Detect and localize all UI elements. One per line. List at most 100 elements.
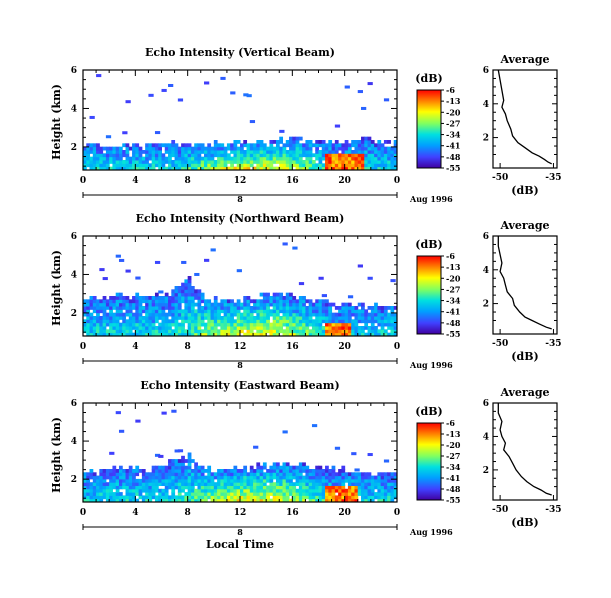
heatmap-cell — [154, 465, 159, 470]
heatmap-cell — [194, 329, 198, 334]
heatmap-cell — [347, 316, 352, 320]
heatmap-cell — [357, 264, 363, 268]
heatmap-cell — [122, 296, 127, 300]
heatmap-cell — [148, 322, 153, 327]
heatmap-cell — [341, 492, 346, 496]
heatmap-cell — [256, 309, 261, 314]
heatmap-cell — [282, 488, 287, 493]
heatmap-cell — [269, 153, 274, 158]
heatmap-cell — [213, 299, 218, 304]
heatmap-cell — [364, 309, 369, 314]
heatmap-cell — [311, 495, 316, 500]
heatmap-cell — [223, 485, 228, 490]
heatmap-cell — [292, 246, 298, 250]
heatmap-cell — [344, 478, 349, 483]
heatmap-cell — [128, 475, 133, 480]
heatmap-cell — [132, 299, 136, 304]
heatmap-cell — [357, 488, 362, 493]
heatmap-cell — [204, 156, 208, 161]
heatmap-cell — [334, 332, 339, 337]
heatmap-cell — [115, 326, 120, 330]
heatmap-cell — [86, 312, 91, 317]
heatmap-cell — [383, 309, 388, 314]
heatmap-cell — [331, 469, 336, 473]
heatmap-cell — [83, 160, 87, 164]
heatmap-cell — [380, 160, 385, 164]
heatmap-cell — [207, 332, 212, 337]
heatmap-cell — [161, 309, 166, 314]
heatmap-cell — [246, 485, 251, 490]
heatmap-cell — [135, 498, 140, 503]
heatmap-cell — [197, 482, 202, 486]
heatmap-cell — [230, 326, 234, 330]
heatmap-cell — [213, 140, 218, 144]
colorbar-tick-label: -27 — [446, 118, 460, 128]
heatmap-cell — [380, 329, 385, 334]
heatmap-cell — [295, 465, 300, 470]
heatmap-cell — [289, 485, 293, 490]
heatmap-cell — [308, 156, 313, 161]
colorbar-tick-label: -48 — [446, 484, 461, 494]
x-tick-label: 12 — [234, 176, 247, 186]
heatmap-cell — [240, 472, 244, 477]
heatmap-cell — [145, 143, 149, 148]
heatmap-cell — [141, 299, 146, 304]
heatmap-cell — [177, 316, 182, 320]
heatmap-cell — [341, 153, 346, 158]
heatmap-cell — [132, 326, 136, 330]
heatmap-cell — [230, 163, 234, 168]
heatmap-cell — [171, 488, 176, 493]
heatmap-cell — [325, 143, 329, 148]
heatmap-cell — [282, 316, 287, 320]
heatmap-cell — [109, 306, 113, 310]
heatmap-cell — [135, 143, 140, 148]
heatmap-cell — [220, 76, 226, 80]
heatmap-cell — [233, 156, 238, 161]
heatmap-cell — [145, 312, 149, 317]
heatmap-cell — [148, 299, 153, 304]
heatmap-cell — [112, 492, 117, 496]
heatmap-cell — [272, 482, 277, 486]
heatmap-cell — [275, 153, 280, 158]
heatmap-cell — [174, 302, 179, 307]
heatmap-cell — [328, 482, 333, 486]
heatmap-cell — [361, 150, 365, 154]
heatmap-cell — [321, 146, 326, 151]
heatmap-cell — [210, 332, 215, 337]
heatmap-cell — [390, 475, 395, 480]
heatmap-cell — [347, 306, 352, 310]
heatmap-cell — [223, 166, 228, 171]
heatmap-cell — [289, 299, 293, 304]
heatmap-cell — [138, 156, 143, 161]
heatmap-cell — [125, 319, 130, 324]
heatmap-cell — [135, 332, 140, 337]
heatmap-cell — [112, 302, 117, 307]
heatmap-cell — [331, 495, 336, 500]
heatmap-cell — [184, 156, 189, 161]
heatmap-cell — [96, 153, 100, 158]
heatmap-cell — [164, 322, 169, 327]
heatmap-cell — [154, 302, 159, 307]
heatmap-cell — [187, 309, 192, 314]
heatmap-cell — [122, 485, 127, 490]
heatmap-cell — [177, 163, 182, 168]
heatmap-cell — [230, 309, 234, 314]
heatmap-cell — [236, 492, 241, 496]
heatmap-cell — [256, 329, 261, 334]
heatmap-cell — [158, 326, 162, 330]
heatmap-cell — [298, 302, 303, 307]
heatmap-cell — [354, 319, 359, 324]
heatmap-cell — [272, 166, 277, 171]
heatmap-cell — [351, 160, 355, 164]
heatmap-cell — [128, 319, 133, 324]
y-tick-label: 4 — [71, 104, 77, 114]
heatmap-cell — [138, 316, 143, 320]
heatmap-cell — [145, 160, 149, 164]
heatmap-cell — [109, 296, 113, 300]
heatmap-cell — [351, 498, 355, 503]
heatmap-cell — [194, 146, 198, 151]
colorbar-tick-label: -20 — [446, 273, 461, 283]
heatmap-cell — [259, 150, 264, 154]
heatmap-cell — [318, 160, 323, 164]
heatmap-cell — [302, 485, 306, 490]
